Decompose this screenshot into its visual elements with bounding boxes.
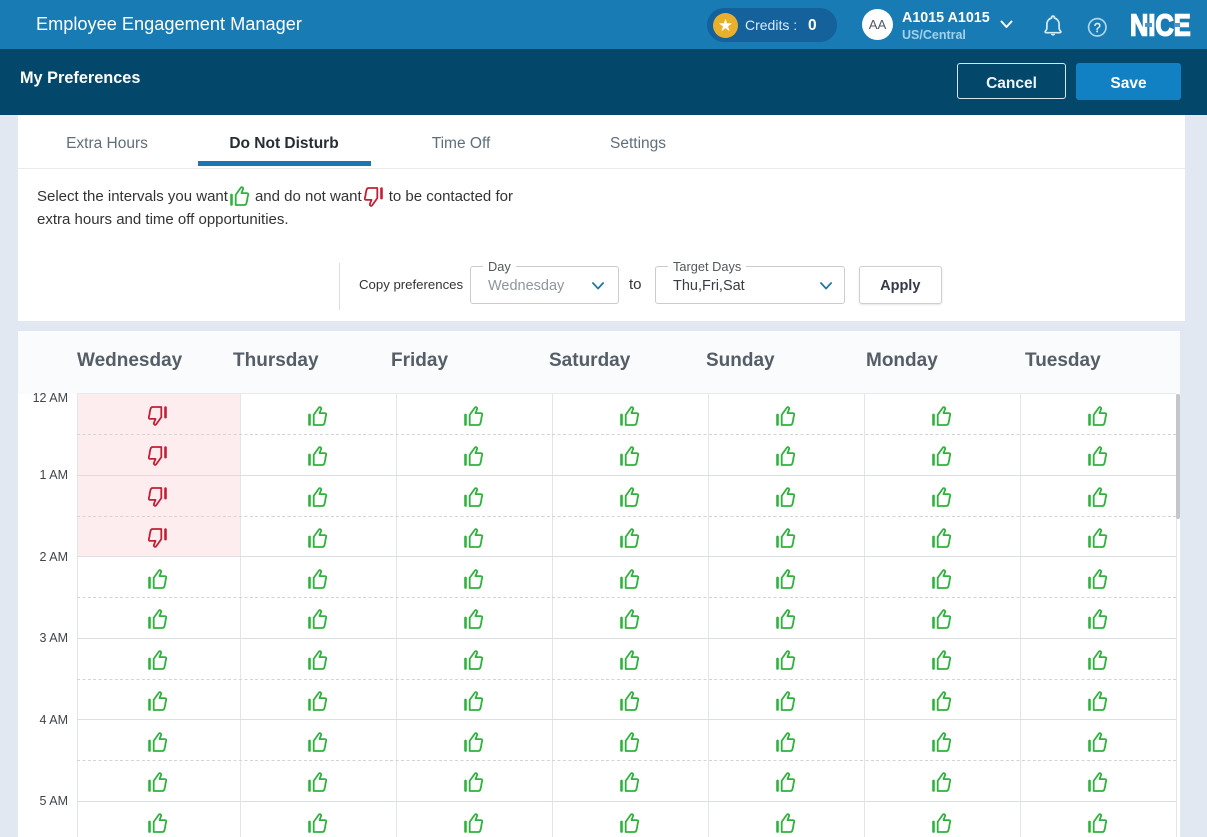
svg-text:NICE: NICE — [1130, 11, 1191, 38]
svg-text:?: ? — [1094, 21, 1101, 35]
